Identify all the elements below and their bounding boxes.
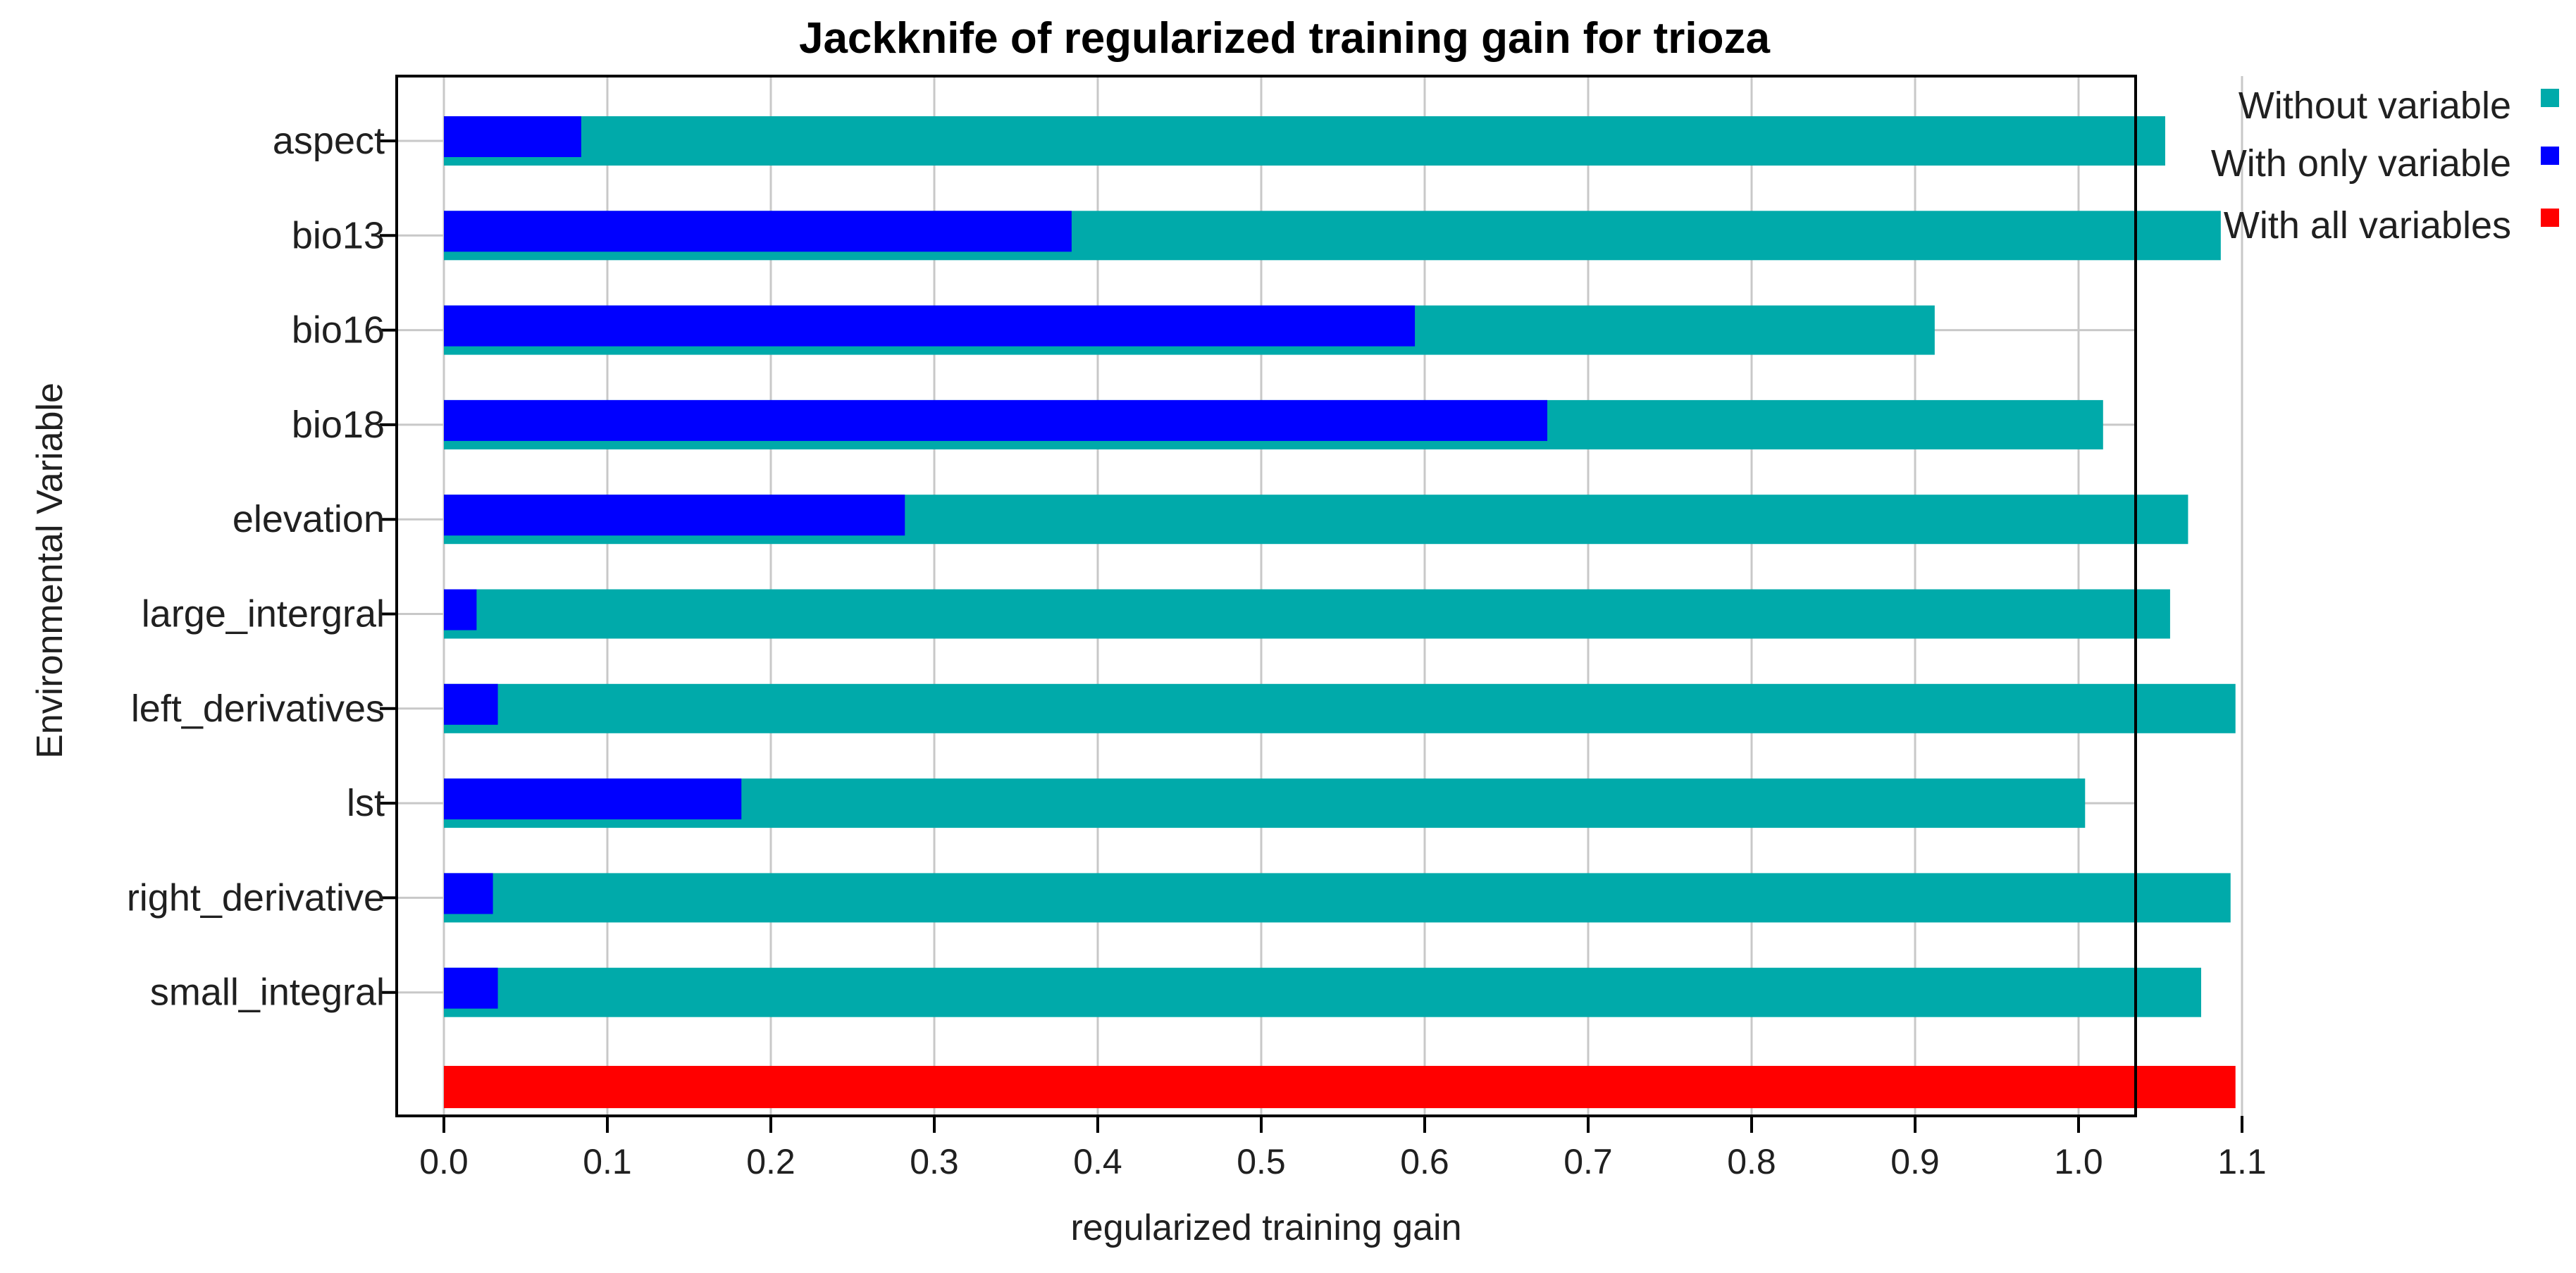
bar-with-only-left_derivatives	[444, 683, 498, 725]
legend-swatch-0	[2541, 89, 2559, 107]
bar-with-only-bio13	[444, 211, 1072, 252]
x-tick-label-8: 0.8	[1727, 1142, 1776, 1181]
bar-with-all-variables	[444, 1066, 2236, 1108]
y-tick-label-bio18: bio18	[292, 404, 385, 446]
y-tick-label-left_derivatives: left_derivatives	[131, 688, 385, 730]
x-axis-label: regularized training gain	[1070, 1207, 1461, 1248]
bar-with-only-elevation	[444, 495, 905, 536]
y-tick-label-elevation: elevation	[233, 498, 385, 540]
bar-with-only-large_intergral	[444, 589, 477, 631]
bars	[444, 116, 2236, 1108]
legend-swatch-1	[2541, 147, 2559, 165]
bar-without-large_intergral	[444, 589, 2170, 639]
bar-without-left_derivatives	[444, 683, 2236, 733]
x-tick-label-1: 0.1	[583, 1142, 632, 1181]
y-tick-label-small_integral: small_integral	[150, 971, 385, 1014]
x-tick-label-11: 1.1	[2217, 1142, 2267, 1181]
legend: Without variable With only variable With a…	[2211, 85, 2559, 247]
bar-with-only-bio18	[444, 399, 1547, 441]
y-tick-label-right_derivative: right_derivative	[127, 876, 385, 919]
x-tick-label-4: 0.4	[1073, 1142, 1122, 1181]
y-axis-ticks: aspect bio13 bio16 bio18 elevation large_inte…	[127, 120, 397, 1014]
legend-label-0: Without variable	[2238, 85, 2511, 127]
plot-frame	[395, 75, 2137, 1117]
bar-with-only-small_integral	[444, 967, 498, 1009]
y-tick-label-bio13: bio13	[292, 214, 385, 256]
y-axis-label: Environmental Variable	[30, 383, 70, 759]
x-tick-label-7: 0.7	[1563, 1142, 1613, 1181]
bar-with-only-aspect	[444, 116, 581, 157]
x-tick-label-2: 0.2	[746, 1142, 795, 1181]
y-tick-label-large_intergral: large_intergral	[142, 593, 385, 635]
bar-with-only-lst	[444, 778, 742, 820]
y-tick-label-lst: lst	[347, 782, 385, 824]
x-tick-label-6: 0.6	[1400, 1142, 1449, 1181]
bar-without-small_integral	[444, 967, 2201, 1017]
x-tick-label-10: 1.0	[2054, 1142, 2103, 1181]
x-tick-label-9: 0.9	[1890, 1142, 1940, 1181]
y-tick-label-bio16: bio16	[292, 309, 385, 352]
x-tick-label-0: 0.0	[419, 1142, 469, 1181]
legend-label-1: With only variable	[2211, 142, 2511, 185]
chart-title: Jackknife of regularized training gain f…	[799, 14, 1771, 63]
y-tick-label-aspect: aspect	[273, 120, 385, 162]
x-tick-label-5: 0.5	[1237, 1142, 1286, 1181]
bar-with-only-bio16	[444, 305, 1416, 347]
bar-with-only-right_derivative	[444, 873, 493, 914]
bar-without-right_derivative	[444, 873, 2231, 923]
x-tick-label-3: 0.3	[910, 1142, 959, 1181]
x-axis-ticks: 0.0 0.1 0.2 0.3 0.4 0.5 0.6 0.7 0.8 0.9 1.0 1.1	[419, 1116, 2267, 1181]
bar-without-aspect	[444, 116, 2165, 166]
legend-label-2: With all variables	[2224, 204, 2511, 247]
legend-swatch-2	[2541, 209, 2559, 227]
